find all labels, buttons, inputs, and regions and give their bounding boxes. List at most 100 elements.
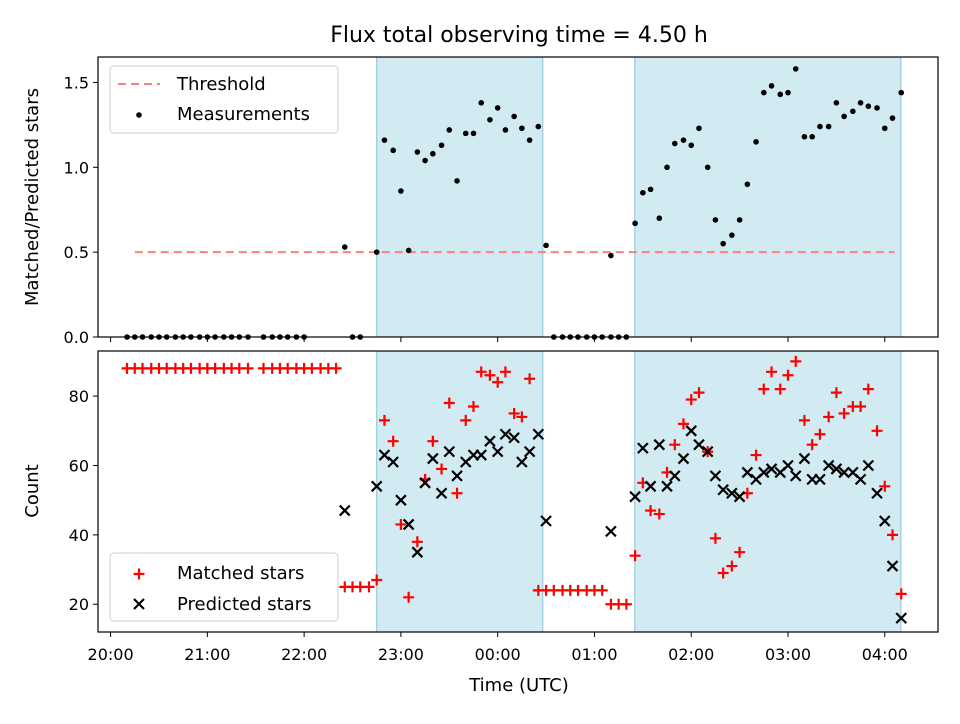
predicted-star-point [523, 445, 536, 458]
measurement-point [704, 164, 711, 171]
predicted-star-point [508, 431, 520, 444]
measurement-point [405, 247, 412, 254]
observing-band-1 [376, 350, 544, 633]
matched-star-point [798, 414, 810, 426]
measurement-point [535, 123, 542, 130]
matched-star-point [782, 369, 794, 381]
measurement-point [825, 123, 832, 130]
predicted-star-point [491, 445, 504, 458]
measurement-point [874, 105, 880, 111]
matched-star-point [669, 439, 681, 451]
predicted-star-point [726, 487, 738, 500]
matched-star-point [499, 366, 511, 378]
bottom-y-axis-label: Count [22, 464, 43, 517]
measurement-point [671, 140, 678, 147]
measurement-point [785, 89, 791, 96]
measurement-point [487, 116, 493, 123]
predicted-star-point [435, 487, 448, 500]
legend-predicted-swatch [133, 598, 145, 610]
measurement-point [526, 137, 533, 143]
measurement-point [438, 142, 445, 149]
predicted-star-point [419, 477, 431, 489]
measurement-point [664, 164, 670, 171]
measurement-point [478, 100, 485, 106]
measurement-point [841, 113, 847, 120]
matched-star-point [508, 407, 520, 419]
predicted-star-point [758, 466, 770, 479]
matched-star-point [363, 581, 375, 593]
measurement-point [632, 220, 638, 227]
measurement-point [494, 105, 501, 111]
measurement-point [720, 240, 726, 247]
matched-star-point [855, 401, 867, 413]
measurement-point [857, 100, 864, 106]
predicted-star-point [653, 438, 666, 451]
measurement-point [696, 125, 702, 132]
legend-box [109, 552, 339, 622]
bottom-y-tick-label: 60 [69, 456, 89, 475]
matched-star-point [685, 394, 697, 406]
measurement-point [446, 127, 453, 133]
predicted-star-point [427, 452, 439, 465]
predicted-star-point [443, 445, 456, 458]
predicted-star-point [475, 449, 488, 461]
predicted-star-point [370, 480, 383, 493]
predicted-star-point [540, 515, 552, 527]
predicted-star-point [338, 504, 351, 517]
predicted-star-point [668, 470, 681, 482]
predicted-star-point [782, 459, 794, 472]
measurement-point [608, 252, 614, 259]
measurement-point [850, 108, 856, 115]
predicted-star-point [677, 452, 690, 465]
matched-star-point [371, 574, 383, 586]
predicted-star-point [709, 470, 722, 482]
matched-star-point [879, 480, 891, 492]
measurement-point [744, 181, 751, 188]
predicted-star-point [499, 428, 512, 441]
measurement-point [817, 123, 823, 130]
matched-star-point [709, 532, 721, 544]
matched-star-point [653, 508, 665, 520]
matched-star-point [378, 414, 390, 426]
matched-star-point [750, 449, 762, 461]
matched-star-point [645, 505, 657, 517]
predicted-star-point [378, 449, 391, 461]
x-tick-label: 00:00 [475, 645, 521, 664]
measurement-point [898, 89, 905, 96]
top-y-axis-label: Matched/Predicted stars [22, 88, 43, 306]
x-tick-label: 23:00 [378, 645, 424, 664]
top-axes-frame [97, 56, 939, 338]
predicted-star-point [387, 456, 399, 468]
legend-threshold-label: Threshold [176, 74, 266, 95]
measurement-point [519, 125, 525, 132]
matched-star-point [403, 591, 415, 603]
bottom-y-tick-label: 80 [69, 387, 89, 406]
predicted-star-point [701, 445, 714, 458]
matched-star-point [677, 418, 689, 430]
matched-star-point [758, 383, 770, 395]
top-legend: Threshold Measurements [109, 65, 339, 134]
count-panel: 20 40 60 80 20:00 21:00 22:00 23:00 00:00 01:00 02… [69, 350, 939, 664]
x-tick-label: 02:00 [668, 645, 714, 664]
matched-star-point [460, 414, 472, 426]
predicted-star-point [717, 483, 729, 496]
measurement-point [414, 149, 421, 155]
matched-star-point [814, 428, 826, 440]
predicted-star-point [741, 466, 754, 479]
matched-star-point [427, 435, 439, 447]
predicted-star-point [411, 546, 424, 558]
matched-star-point [387, 435, 399, 447]
measurement-point [511, 113, 517, 120]
matched-star-point [484, 369, 496, 381]
legend-matched-label: Matched stars [177, 563, 304, 584]
matched-star-point [790, 355, 802, 367]
predicted-star-point [862, 459, 875, 472]
matched-star-point [726, 560, 738, 572]
predicted-star-point [451, 470, 463, 482]
predicted-star-point [693, 438, 705, 451]
predicted-star-point [661, 480, 673, 493]
measurement-point [881, 125, 888, 132]
matched-star-point [330, 362, 342, 374]
measurement-point [833, 100, 840, 106]
